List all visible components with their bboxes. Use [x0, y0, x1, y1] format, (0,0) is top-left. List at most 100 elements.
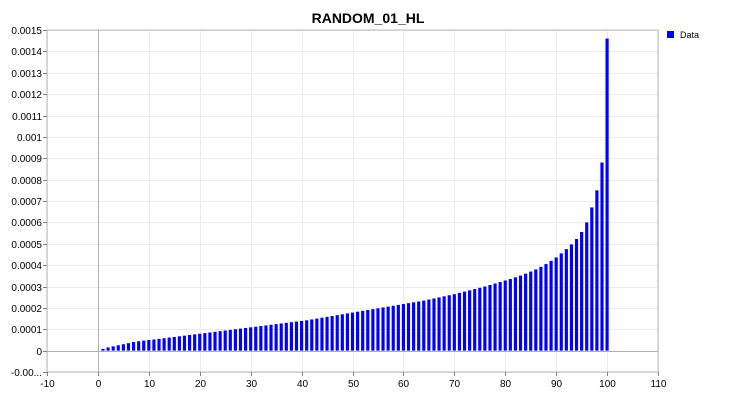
bar — [101, 348, 105, 351]
bar — [264, 325, 268, 351]
chart-title: RANDOM_01_HL — [312, 10, 425, 26]
bar — [544, 264, 548, 351]
bar — [198, 333, 202, 351]
bar — [590, 207, 594, 351]
bar — [595, 190, 599, 351]
bar — [152, 339, 156, 351]
x-tick-label: 80 — [500, 379, 512, 390]
bar — [422, 300, 426, 351]
bar — [310, 319, 314, 351]
bar — [223, 330, 227, 351]
bar — [549, 260, 553, 351]
bar — [121, 344, 125, 351]
y-tick-label: 0.0012 — [11, 90, 42, 101]
bar — [539, 266, 543, 351]
x-axis: -10 0 10 20 30 40 50 60 70 80 90 100 110 — [40, 372, 667, 390]
bar — [111, 346, 115, 351]
y-tick-label: 0.0008 — [11, 176, 42, 187]
bar — [437, 297, 441, 351]
bar — [356, 311, 360, 351]
bar — [427, 299, 431, 351]
bar — [279, 323, 283, 351]
x-tick-label: 20 — [195, 379, 207, 390]
y-tick-label: 0.0002 — [11, 304, 42, 315]
y-tick-label: 0.0015 — [11, 26, 42, 37]
bar — [305, 320, 309, 351]
bar — [106, 347, 110, 351]
bar — [254, 326, 258, 351]
bar — [600, 162, 604, 351]
bar — [585, 222, 589, 351]
x-tick-label: 30 — [246, 379, 258, 390]
bar — [381, 307, 385, 351]
bar — [483, 286, 487, 351]
bar — [325, 316, 329, 351]
bar — [534, 269, 538, 351]
bar — [284, 322, 288, 351]
bar — [300, 320, 304, 351]
bar — [554, 257, 558, 351]
bar — [167, 337, 171, 351]
bar — [249, 327, 253, 351]
bar — [244, 327, 248, 351]
bar — [330, 316, 334, 351]
x-tick-label: 90 — [551, 379, 563, 390]
y-tick-label: 0.0007 — [11, 197, 42, 208]
y-tick-label: 0.0005 — [11, 240, 42, 251]
legend-swatch — [667, 31, 674, 38]
bar — [513, 277, 518, 351]
y-tick-label: 0.0004 — [11, 261, 42, 272]
y-tick-label: -0.00... — [11, 368, 42, 379]
bar — [376, 308, 380, 351]
bar — [371, 309, 375, 351]
bar — [452, 294, 456, 351]
bar — [401, 304, 405, 351]
x-tick-label: 60 — [398, 379, 410, 390]
x-tick-label: 10 — [144, 379, 156, 390]
bar — [238, 328, 243, 351]
y-tick-label: 0.0009 — [11, 154, 42, 165]
bar — [605, 38, 609, 351]
bar — [218, 331, 222, 351]
bar — [529, 271, 533, 351]
bar — [473, 289, 477, 351]
bar — [559, 253, 563, 351]
x-tick-label: 100 — [599, 379, 616, 390]
bar — [213, 331, 217, 351]
bar — [508, 279, 512, 351]
y-tick-label: 0.001 — [17, 133, 42, 144]
bar — [350, 312, 355, 351]
bar — [493, 283, 497, 351]
bar — [468, 290, 472, 351]
bar — [462, 291, 467, 351]
bar — [228, 329, 232, 351]
bar — [386, 306, 390, 351]
bar — [203, 333, 207, 351]
bar — [432, 298, 436, 351]
bar — [396, 304, 400, 351]
bar — [488, 285, 492, 351]
bar — [391, 305, 395, 351]
bar — [147, 339, 151, 351]
bar — [142, 340, 146, 351]
bar — [274, 324, 278, 351]
y-tick-label: 0.0011 — [12, 112, 42, 123]
bar — [447, 295, 451, 351]
bar — [564, 249, 568, 351]
bar — [442, 296, 446, 351]
bar — [340, 314, 344, 351]
bar — [412, 302, 416, 351]
bar — [177, 336, 181, 351]
bar — [131, 342, 136, 351]
bar — [569, 244, 574, 351]
bar — [187, 335, 192, 351]
x-tick-label: -10 — [40, 379, 55, 390]
bar — [345, 313, 349, 351]
bar — [259, 326, 263, 351]
bar — [116, 345, 120, 351]
bar — [417, 301, 421, 351]
bar — [162, 338, 166, 351]
y-tick-label: 0.0013 — [11, 69, 42, 80]
x-tick-label: 40 — [297, 379, 309, 390]
